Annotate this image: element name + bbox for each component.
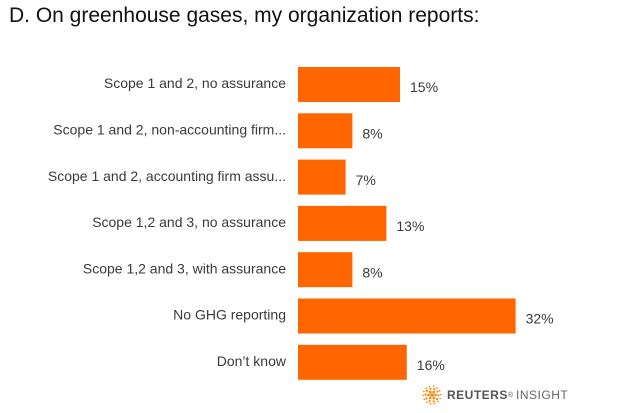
chart-title: D. On greenhouse gases, my organization … [9, 4, 480, 27]
bar [298, 298, 516, 334]
bar [298, 113, 353, 149]
brand-registered-mark: ® [507, 391, 514, 399]
value-label: 32% [526, 311, 554, 327]
brand-subtitle: INSIGHT [516, 388, 569, 402]
value-label: 7% [356, 172, 376, 188]
category-label: Scope 1 and 2, no assurance [104, 75, 286, 91]
category-label: Scope 1,2 and 3, no assurance [92, 214, 286, 230]
brand-name: REUTERS [447, 388, 508, 402]
value-label: 13% [396, 218, 424, 234]
value-label: 15% [410, 79, 438, 95]
category-label: No GHG reporting [173, 307, 286, 323]
bar [298, 159, 346, 195]
category-label: Scope 1 and 2, non-accounting firm... [53, 122, 286, 138]
value-label: 16% [417, 357, 445, 373]
bar [298, 67, 400, 102]
bar [298, 205, 387, 241]
bar [298, 344, 407, 380]
value-label: 8% [362, 126, 382, 142]
value-label: 8% [362, 264, 382, 280]
category-label: Scope 1,2 and 3, with assurance [83, 260, 286, 276]
brand-logo: REUTERS ® INSIGHT [422, 384, 568, 406]
reuters-logo-icon [422, 385, 442, 405]
bar [298, 252, 353, 288]
category-label: Scope 1 and 2, accounting firm assu... [48, 168, 286, 184]
category-label: Don’t know [217, 353, 287, 369]
